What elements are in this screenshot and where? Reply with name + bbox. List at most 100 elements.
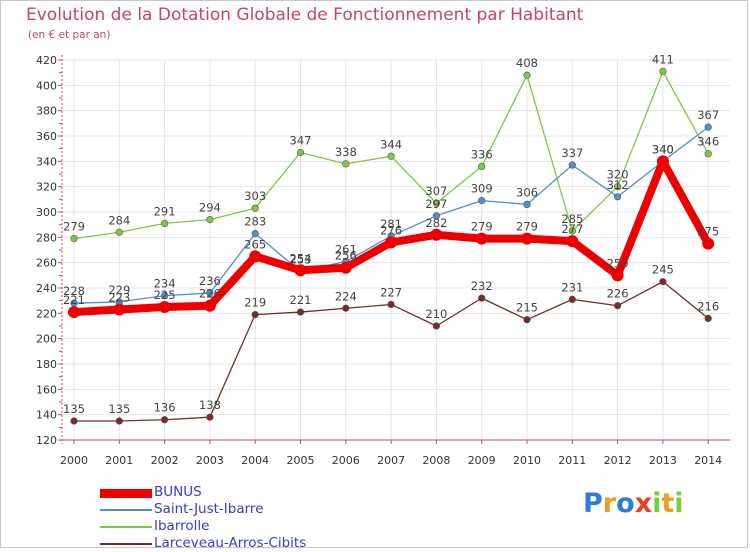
- data-label: 307: [425, 184, 447, 198]
- data-label: 224: [335, 289, 357, 303]
- data-label: 279: [63, 220, 85, 234]
- data-label: 337: [561, 146, 583, 160]
- data-point: [70, 417, 78, 425]
- x-tick-label: 2002: [151, 454, 179, 467]
- legend-swatch: [100, 543, 152, 545]
- y-tick-label: 360: [36, 130, 57, 143]
- data-label: 221: [63, 293, 85, 307]
- data-point: [432, 199, 441, 207]
- data-point: [342, 304, 350, 312]
- data-label: 320: [607, 168, 629, 182]
- data-point: [659, 67, 667, 75]
- data-label: 234: [154, 277, 176, 291]
- data-point: [521, 232, 533, 245]
- logo-letter: i: [652, 488, 662, 519]
- data-point: [68, 306, 80, 319]
- data-label: 253: [290, 253, 312, 267]
- data-point: [296, 308, 305, 316]
- data-point: [475, 232, 488, 245]
- x-tick-label: 2011: [558, 454, 586, 467]
- series-group: [68, 67, 715, 425]
- data-label: 276: [380, 223, 402, 237]
- data-point: [611, 269, 624, 282]
- chart-subtitle: (en € et par an): [28, 29, 111, 41]
- data-point: [704, 314, 712, 323]
- x-tick-label: 2006: [332, 454, 360, 467]
- data-point: [249, 250, 262, 263]
- data-label: 282: [425, 216, 447, 230]
- y-tick-label: 200: [36, 333, 57, 346]
- data-label: 215: [516, 301, 538, 315]
- data-point: [161, 219, 169, 227]
- data-point: [296, 148, 305, 157]
- data-label: 340: [652, 142, 674, 156]
- data-label: 256: [335, 249, 357, 263]
- data-point: [70, 235, 78, 243]
- data-point: [294, 264, 307, 277]
- data-point: [342, 160, 350, 168]
- data-label: 227: [380, 285, 402, 299]
- data-point: [251, 229, 259, 238]
- data-label: 250: [607, 256, 629, 270]
- data-point: [387, 152, 395, 160]
- data-point: [523, 200, 531, 208]
- data-point: [702, 237, 715, 250]
- y-tick-label: 260: [36, 257, 57, 270]
- data-label: 254: [290, 251, 312, 265]
- data-label: 344: [380, 137, 402, 151]
- data-point: [206, 216, 214, 224]
- data-label: 297: [425, 197, 447, 211]
- data-point: [656, 155, 669, 168]
- data-point: [387, 300, 395, 309]
- x-tick-label: 2013: [649, 454, 677, 467]
- data-label: 336: [471, 147, 493, 161]
- data-label: 340: [652, 142, 674, 156]
- legend-swatch: [100, 488, 152, 498]
- data-point: [566, 235, 579, 248]
- data-label: 367: [697, 108, 719, 122]
- data-label: 411: [652, 52, 674, 66]
- y-tick-label: 320: [36, 181, 57, 194]
- data-point: [613, 193, 622, 201]
- data-label: 408: [516, 56, 538, 70]
- data-point: [206, 289, 214, 297]
- y-tick-label: 160: [36, 383, 57, 396]
- y-tick-label: 140: [36, 409, 57, 422]
- logo-letter: x: [634, 488, 653, 519]
- data-label: 136: [154, 401, 176, 415]
- logo-letter: P: [583, 488, 603, 519]
- chart-title: Evolution de la Dotation Globale de Fonc…: [26, 5, 584, 25]
- data-label: 226: [607, 287, 629, 301]
- data-point: [568, 295, 576, 304]
- x-tick-label: 2009: [468, 454, 496, 467]
- x-tick-label: 2007: [377, 454, 405, 467]
- x-tick-label: 2001: [105, 454, 133, 467]
- y-tick-label: 180: [36, 358, 57, 371]
- x-tick-label: 2004: [241, 454, 269, 467]
- data-label: 283: [244, 215, 266, 229]
- data-point: [478, 294, 486, 302]
- y-tick-label: 420: [36, 54, 57, 67]
- x-tick-label: 2014: [694, 454, 722, 467]
- data-point: [432, 212, 441, 220]
- data-label: 228: [63, 284, 85, 298]
- data-point: [251, 311, 259, 319]
- data-point: [659, 278, 667, 286]
- legend-label: Ibarrolle: [154, 518, 210, 534]
- x-tick-label: 2003: [196, 454, 224, 467]
- data-point: [251, 204, 259, 212]
- y-tick-label: 300: [36, 206, 57, 219]
- data-label: 265: [244, 237, 266, 251]
- data-label: 294: [199, 201, 221, 215]
- data-label: 347: [290, 133, 312, 147]
- data-label: 231: [561, 280, 583, 294]
- data-label: 346: [697, 135, 719, 149]
- data-label: 277: [561, 222, 583, 236]
- data-point: [115, 228, 123, 236]
- data-point: [113, 303, 126, 316]
- y-tick-label: 220: [36, 307, 57, 320]
- data-point: [478, 197, 486, 205]
- data-labels: 221 223 225 226 265 254 256 276 282 279 279 277 250 3…: [63, 52, 719, 416]
- data-label: 232: [471, 279, 493, 293]
